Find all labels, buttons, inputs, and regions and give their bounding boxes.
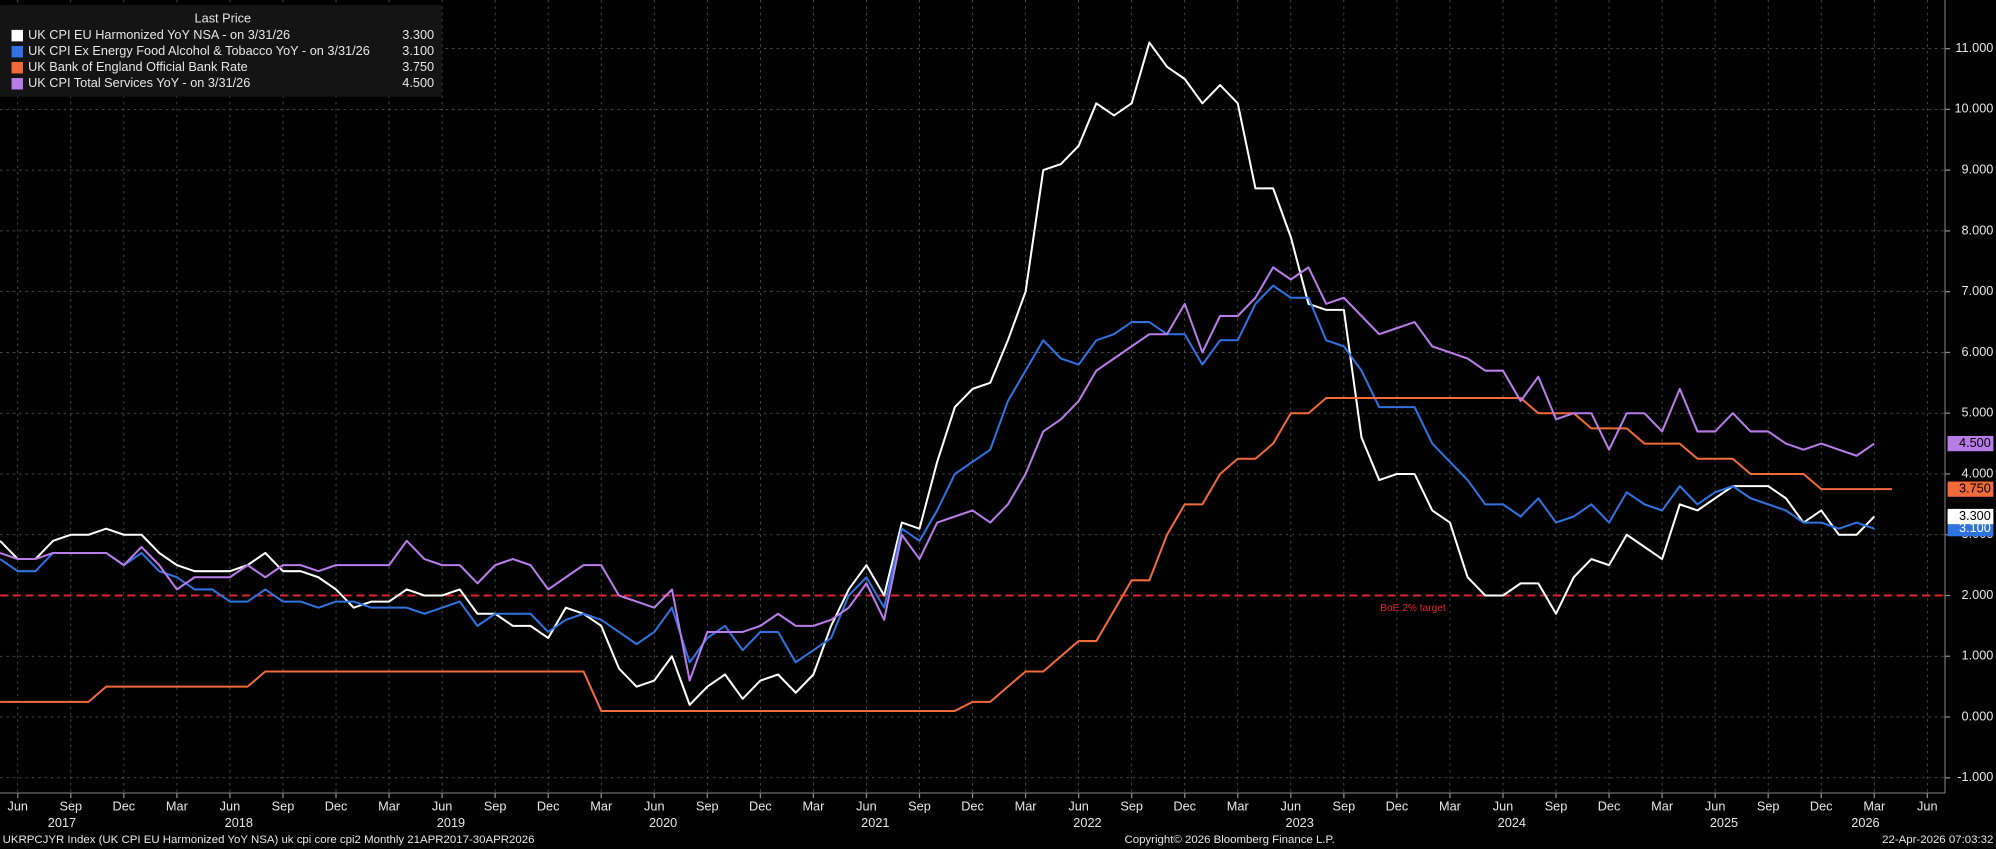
last-price-tag (1947, 481, 1994, 497)
legend-swatch (11, 78, 23, 90)
x-tick-label: Jun (1493, 798, 1514, 813)
series-line (0, 284, 1875, 664)
legend-label: UK CPI Total Services YoY - on 3/31/26 (28, 75, 250, 90)
x-tick-label: Mar (802, 798, 825, 813)
x-tick-label: Mar (166, 798, 189, 813)
legend-value: 3.750 (402, 59, 434, 74)
axes: -1.0000.0001.0002.0003.0004.0005.0006.00… (7, 40, 1994, 830)
x-tick-label: Jun (220, 798, 241, 813)
x-tick-label: Mar (1863, 798, 1886, 813)
x-year-label: 2018 (225, 815, 253, 830)
x-tick-label: Dec (961, 798, 984, 813)
y-tick-label: 10.000 (1954, 101, 1993, 116)
x-tick-label: Dec (325, 798, 348, 813)
last-price-tag (1947, 521, 1994, 537)
x-tick-label: Jun (856, 798, 877, 813)
x-tick-label: Sep (484, 798, 507, 813)
x-tick-label: Jun (644, 798, 665, 813)
x-tick-label: Mar (378, 798, 401, 813)
x-tick-label: Jun (432, 798, 453, 813)
x-tick-label: Sep (59, 798, 82, 813)
legend-value: 3.100 (402, 43, 434, 58)
legend-value: 4.500 (402, 75, 434, 90)
series-line (0, 266, 1875, 682)
y-tick-label: 6.000 (1962, 344, 1994, 359)
x-tick-label: Mar (590, 798, 613, 813)
legend-label: UK CPI EU Harmonized YoY NSA - on 3/31/2… (28, 27, 290, 42)
plot-area: BoE 2% target (0, 41, 1946, 712)
x-tick-label: Mar (1015, 798, 1038, 813)
last-price-label: 3.750 (1959, 481, 1991, 496)
footer-right: 22-Apr-2026 07:03:32 (1882, 834, 1993, 846)
y-tick-label: 9.000 (1962, 162, 1994, 177)
legend-value: 3.300 (402, 27, 434, 42)
y-tick-label: 5.000 (1962, 405, 1994, 420)
x-year-label: 2026 (1851, 815, 1879, 830)
x-year-label: 2021 (861, 815, 889, 830)
x-year-label: 2019 (437, 815, 465, 830)
x-tick-label: Dec (537, 798, 560, 813)
x-year-label: 2017 (48, 815, 76, 830)
y-tick-label: -1.000 (1957, 769, 1993, 784)
last-price-label: 4.500 (1959, 435, 1991, 450)
x-year-label: 2020 (649, 815, 677, 830)
x-tick-label: Dec (1386, 798, 1409, 813)
x-tick-label: Jun (7, 798, 28, 813)
y-tick-label: 4.000 (1962, 465, 1994, 480)
x-tick-label: Dec (1173, 798, 1196, 813)
x-tick-label: Sep (1120, 798, 1143, 813)
footer-left: UKRPCJYR Index (UK CPI EU Harmonized YoY… (3, 834, 535, 846)
y-tick-label: 7.000 (1962, 283, 1994, 298)
legend-label: UK CPI Ex Energy Food Alcohol & Tobacco … (28, 43, 370, 58)
x-tick-label: Mar (1439, 798, 1462, 813)
x-year-label: 2023 (1285, 815, 1313, 830)
y-tick-label: 8.000 (1962, 222, 1994, 237)
x-tick-label: Dec (1598, 798, 1621, 813)
last-price-label: 3.300 (1959, 508, 1991, 523)
x-year-label: 2024 (1498, 815, 1526, 830)
x-tick-label: Sep (908, 798, 931, 813)
x-tick-label: Dec (113, 798, 136, 813)
last-price-tag (1947, 508, 1994, 525)
x-tick-label: Mar (1227, 798, 1250, 813)
reference-label: BoE 2% target (1380, 603, 1446, 614)
x-tick-label: Mar (1651, 798, 1674, 813)
last-price-tag (1947, 435, 1994, 452)
x-tick-label: Sep (1757, 798, 1780, 813)
legend-box (0, 5, 442, 97)
x-tick-label: Jun (1281, 798, 1302, 813)
x-tick-label: Jun (1705, 798, 1726, 813)
y-tick-label: 1.000 (1962, 648, 1994, 663)
y-tick-label: 0.000 (1962, 708, 1994, 723)
x-tick-label: Jun (1068, 798, 1089, 813)
x-tick-label: Sep (1333, 798, 1356, 813)
legend-swatch (11, 45, 23, 58)
series-line (0, 41, 1876, 706)
x-year-label: 2022 (1073, 815, 1101, 830)
y-tick-label: 11.000 (1955, 40, 1993, 55)
legend-swatch (11, 61, 23, 74)
x-tick-label: Dec (749, 798, 772, 813)
series-line (0, 396, 1892, 712)
legend: Last Price UK CPI EU Harmonized YoY NSA … (0, 5, 442, 97)
grid (0, 0, 1946, 793)
footer-center: Copyright© 2026 Bloomberg Finance L.P. (1124, 834, 1334, 846)
legend-title: Last Price (195, 10, 252, 25)
x-tick-label: Dec (1810, 798, 1833, 813)
legend-swatch (11, 29, 23, 42)
x-tick-label: Sep (272, 798, 295, 813)
x-year-label: 2025 (1710, 815, 1738, 830)
y-tick-label: 2.000 (1962, 587, 1994, 602)
legend-label: UK Bank of England Official Bank Rate (28, 59, 248, 74)
x-tick-label: Jun (1917, 798, 1938, 813)
x-tick-label: Sep (1545, 798, 1568, 813)
x-tick-label: Sep (696, 798, 719, 813)
